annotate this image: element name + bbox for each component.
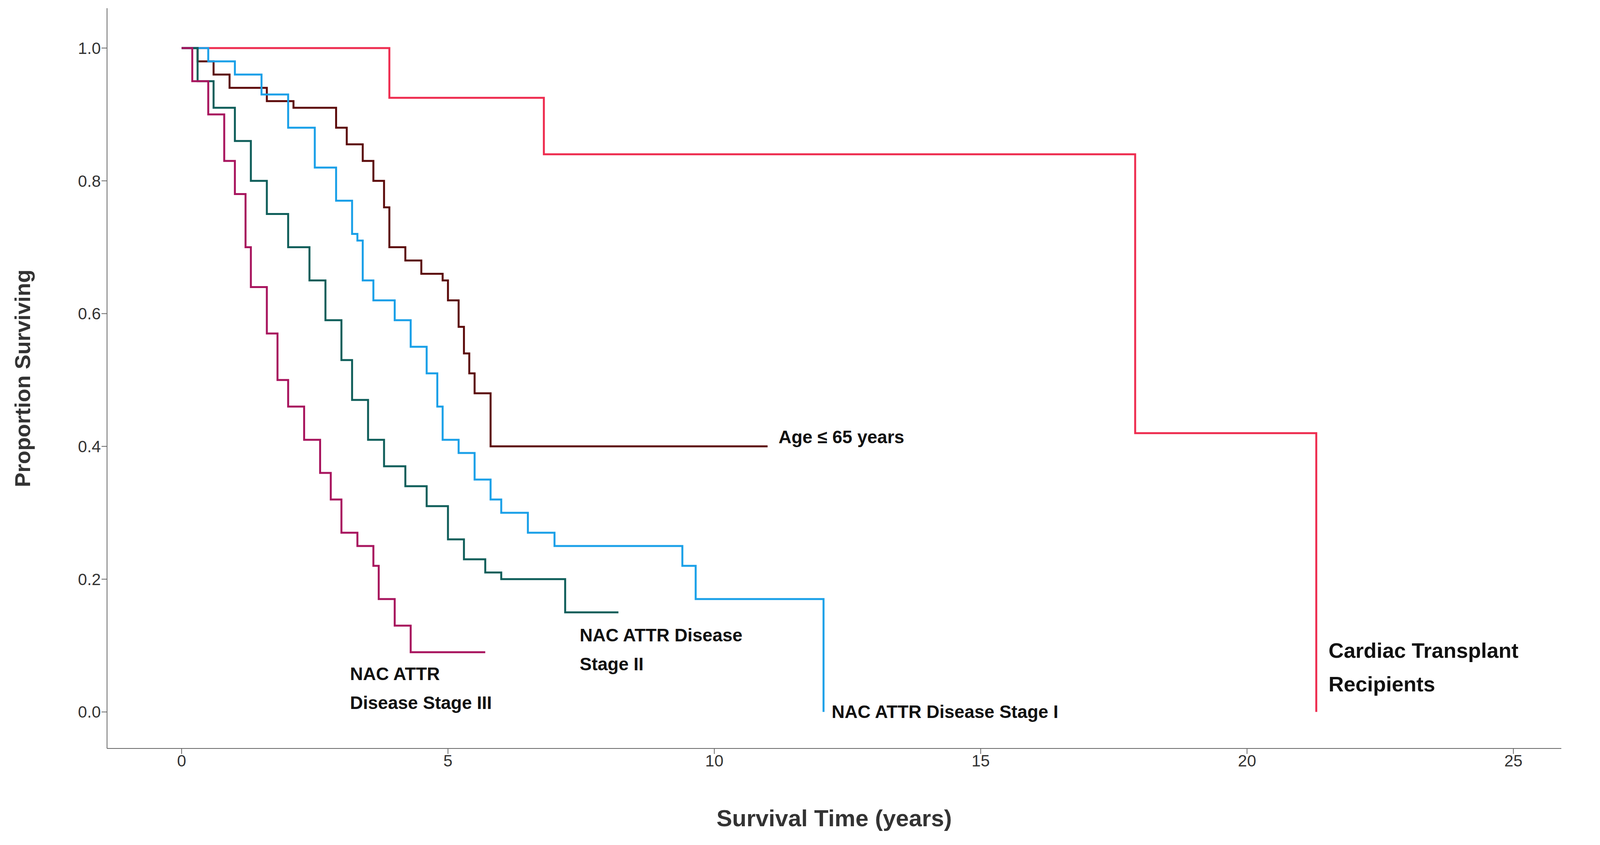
svg-text:NAC ATTRDisease Stage III: NAC ATTRDisease Stage III: [350, 663, 492, 713]
svg-text:0.2: 0.2: [78, 569, 101, 589]
svg-text:0.6: 0.6: [78, 304, 101, 323]
svg-text:Cardiac TransplantRecipients: Cardiac TransplantRecipients: [1328, 638, 1519, 696]
svg-text:0.8: 0.8: [78, 171, 101, 191]
svg-text:1.0: 1.0: [78, 39, 101, 58]
svg-text:Age ≤ 65 years: Age ≤ 65 years: [778, 426, 905, 447]
svg-text:25: 25: [1504, 751, 1523, 770]
svg-text:15: 15: [971, 751, 990, 770]
svg-text:NAC ATTR Disease Stage I: NAC ATTR Disease Stage I: [831, 701, 1059, 722]
svg-text:0: 0: [176, 751, 186, 770]
svg-text:10: 10: [705, 751, 724, 770]
svg-text:0.0: 0.0: [78, 702, 101, 721]
svg-text:Survival Time (years): Survival Time (years): [716, 804, 952, 831]
svg-text:0.4: 0.4: [78, 437, 101, 456]
svg-text:5: 5: [443, 751, 453, 770]
svg-text:Proportion Surviving: Proportion Surviving: [10, 269, 35, 488]
svg-text:20: 20: [1237, 751, 1257, 770]
svg-text:NAC ATTR DiseaseStage II: NAC ATTR DiseaseStage II: [579, 624, 743, 674]
